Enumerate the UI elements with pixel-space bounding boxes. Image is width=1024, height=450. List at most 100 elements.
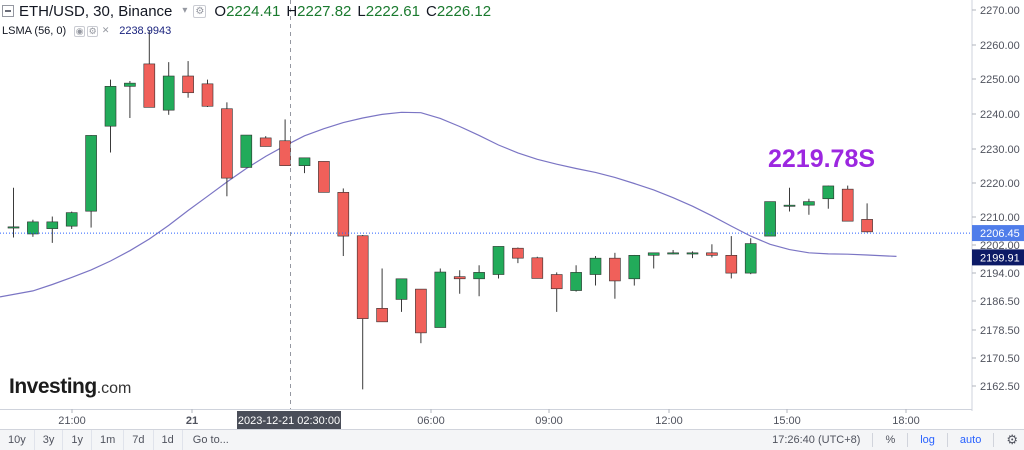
bearish-candle bbox=[201, 79, 214, 107]
bullish-candle bbox=[570, 265, 582, 292]
bearish-candle bbox=[453, 270, 466, 294]
x-tick-label: 21:00 bbox=[58, 415, 86, 427]
eye-icon[interactable]: ◉ bbox=[74, 25, 86, 37]
candle-body bbox=[725, 255, 738, 274]
indicator-legend: LSMA (56, 0) ◉ ⚙ ✕ 2238.9943 bbox=[0, 23, 171, 39]
bullish-candle bbox=[240, 134, 253, 168]
badge-bg bbox=[972, 249, 1024, 266]
candle-body bbox=[764, 201, 776, 237]
time-axis[interactable]: 21:00 21 06:00 09:00 12:00 15:00 18:00 2023-12-… bbox=[0, 409, 972, 429]
bullish-candle bbox=[104, 79, 117, 153]
candle-body bbox=[27, 221, 39, 235]
price-annotation: 2219.78S bbox=[768, 145, 876, 173]
divider bbox=[872, 433, 874, 447]
bearish-candle bbox=[376, 268, 388, 323]
timeframe-1m[interactable]: 1m bbox=[92, 429, 125, 450]
candle-body bbox=[647, 252, 660, 256]
bullish-candle bbox=[473, 265, 485, 297]
lsma-line bbox=[0, 111, 897, 298]
timeframe-7d[interactable]: 7d bbox=[124, 429, 154, 450]
price-chart[interactable]: 2270.00 2260.00 2250.00 2240.00 2230.00 2220.… bbox=[0, 0, 1024, 429]
y-tick-label: 2240.00 bbox=[980, 109, 1020, 121]
bullish-candle bbox=[783, 187, 796, 212]
y-tick-label: 2202.00 bbox=[980, 240, 1020, 252]
ohlc-open-label: O bbox=[214, 2, 227, 20]
badge-bg bbox=[972, 225, 1024, 242]
bottom-toolbar: 10y 3y 1y 1m 7d 1d Go to... 17:26:40 (UT… bbox=[0, 429, 1024, 450]
goto-button[interactable]: Go to... bbox=[192, 434, 229, 446]
candle-body bbox=[686, 252, 699, 255]
bearish-candle bbox=[725, 236, 738, 279]
candle-body bbox=[512, 247, 524, 259]
settings-icon[interactable]: ⚙ bbox=[87, 25, 99, 37]
bullish-candle bbox=[7, 187, 20, 238]
bullish-candle bbox=[434, 268, 447, 328]
chevron-down-icon[interactable]: ▾ bbox=[182, 4, 188, 16]
candle-body bbox=[492, 246, 505, 275]
candle-body bbox=[841, 188, 854, 222]
x-tick-label: 06:00 bbox=[417, 415, 445, 427]
auto-toggle[interactable]: auto bbox=[959, 434, 982, 446]
candle-body bbox=[65, 212, 78, 227]
indicator-name[interactable]: LSMA (56, 0) bbox=[2, 25, 67, 37]
price-axis-bg bbox=[972, 0, 1024, 429]
timeframe-1y[interactable]: 1y bbox=[63, 429, 92, 450]
candle-body bbox=[221, 108, 233, 179]
x-tick-label: 12:00 bbox=[655, 415, 683, 427]
price-axis[interactable]: 2270.00 2260.00 2250.00 2240.00 2230.00 2220.… bbox=[971, 0, 1024, 429]
candle-body bbox=[104, 86, 117, 127]
timeframe-1d[interactable]: 1d bbox=[154, 429, 183, 450]
collapse-icon[interactable] bbox=[2, 5, 14, 17]
bullish-candle bbox=[764, 201, 776, 237]
bullish-candle bbox=[395, 278, 408, 312]
timeframe-3y[interactable]: 3y bbox=[35, 429, 64, 450]
ohlc-low-value: 2222.61 bbox=[365, 2, 420, 20]
bullish-candle bbox=[803, 198, 815, 215]
symbol-title[interactable]: ETH/USD, 30, Binance bbox=[19, 2, 173, 20]
candle-body bbox=[240, 134, 253, 168]
gear-icon[interactable]: ⚙ bbox=[1006, 432, 1018, 447]
symbol-legend: ETH/USD, 30, Binance ▾ ⚙ O 2224.41 H 2227.… bbox=[0, 1, 491, 21]
bullish-candle bbox=[686, 251, 699, 259]
log-toggle[interactable]: log bbox=[920, 434, 935, 446]
y-tick-label: 2230.00 bbox=[980, 144, 1020, 156]
lsma-badge-value: 2199.91 bbox=[980, 252, 1020, 264]
bullish-candle bbox=[628, 254, 641, 286]
close-icon[interactable]: ✕ bbox=[101, 24, 110, 35]
candle-body bbox=[415, 288, 427, 334]
candle-body bbox=[803, 201, 815, 206]
bearish-candle bbox=[609, 252, 621, 299]
candle-body bbox=[337, 192, 350, 237]
candle-body bbox=[356, 235, 369, 319]
candle-body bbox=[376, 308, 388, 323]
bearish-candle bbox=[143, 30, 156, 108]
candle-body bbox=[434, 271, 447, 328]
candle-body bbox=[861, 219, 873, 233]
settings-icon[interactable]: ⚙ bbox=[193, 4, 207, 18]
clock-display[interactable]: 17:26:40 (UTC+8) bbox=[772, 434, 861, 446]
bullish-candle bbox=[822, 185, 835, 209]
chart-overlays bbox=[0, 0, 971, 409]
y-tick-label: 2210.00 bbox=[980, 212, 1020, 224]
percent-toggle[interactable]: % bbox=[885, 434, 896, 446]
investing-logo: Investing.com bbox=[9, 375, 131, 399]
candle-body bbox=[279, 140, 291, 166]
divider bbox=[946, 433, 948, 447]
bearish-candle bbox=[531, 256, 544, 279]
candle-body bbox=[589, 257, 602, 275]
timeframe-10y[interactable]: 10y bbox=[0, 429, 35, 450]
candle-body bbox=[46, 221, 59, 229]
bullish-candle bbox=[298, 157, 311, 174]
bearish-candle bbox=[415, 288, 427, 344]
x-tick-label: 18:00 bbox=[892, 415, 920, 427]
bullish-candle bbox=[589, 256, 602, 286]
bullish-candle bbox=[492, 246, 505, 279]
y-tick-label: 2162.50 bbox=[980, 381, 1020, 393]
bullish-candle bbox=[647, 252, 660, 269]
candle-body bbox=[395, 278, 408, 300]
ohlc-low-label: L bbox=[357, 2, 366, 20]
bearish-candle bbox=[356, 235, 369, 390]
candle-body bbox=[85, 135, 97, 212]
candle-body bbox=[162, 75, 175, 111]
crosshair-time-label: 2023-12-21 02:30:00 bbox=[238, 415, 340, 427]
